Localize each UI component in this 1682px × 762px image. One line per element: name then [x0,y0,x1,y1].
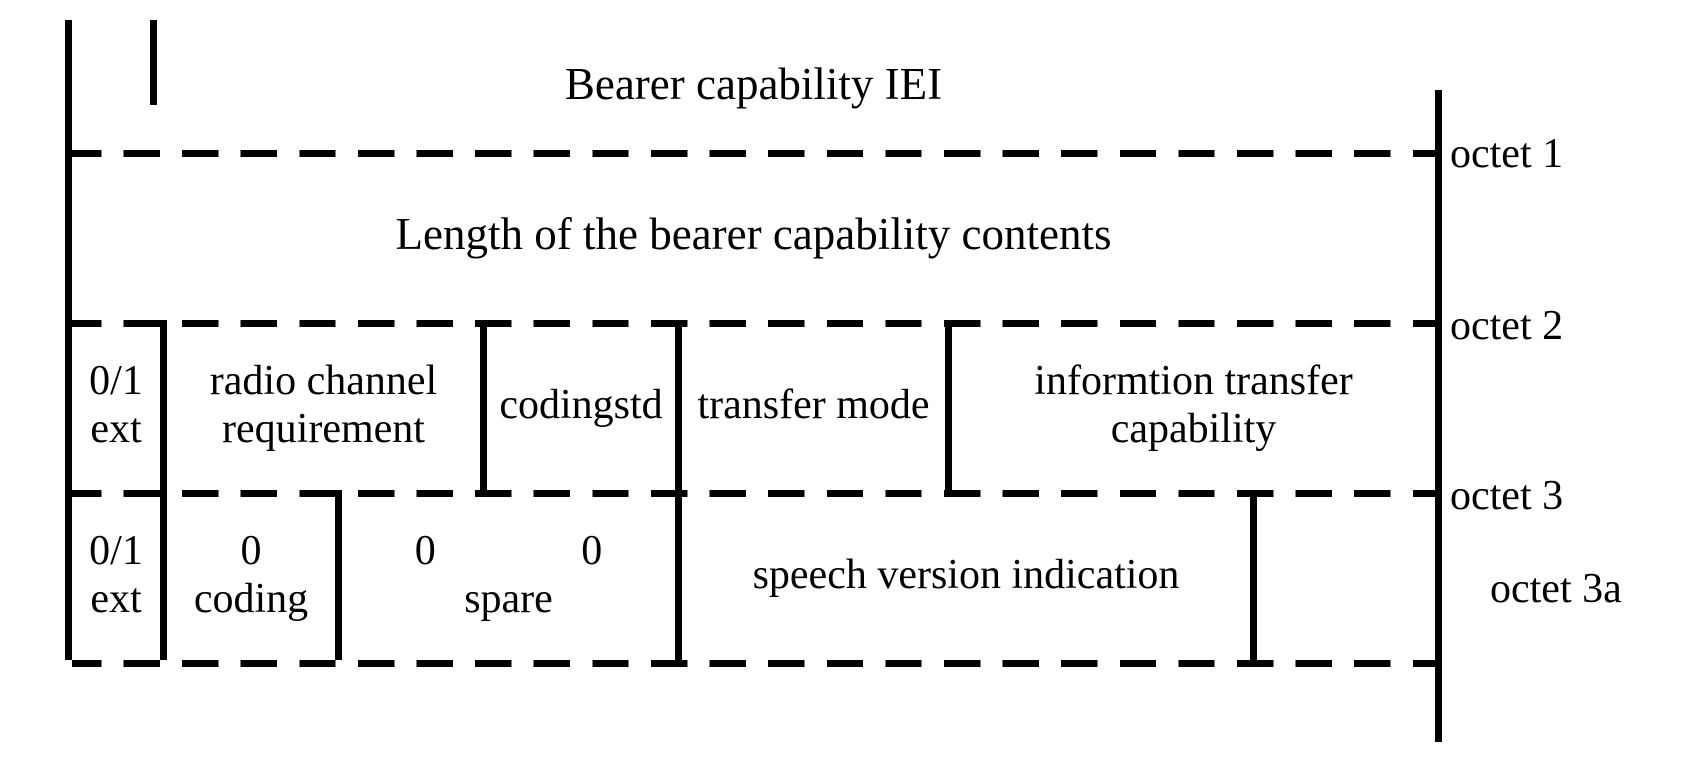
row4-c2-l2: coding [194,575,308,623]
label-octet-2: octet 2 [1450,302,1563,350]
row4-v4 [1250,490,1257,660]
row3-c1-l2: ext [90,405,141,453]
label-octet-2-text: octet 2 [1450,303,1563,349]
row4-v3 [675,490,682,660]
row4-v1 [160,490,167,660]
label-octet-1-text: octet 1 [1450,131,1563,177]
row4-c3-l2: spare [464,575,553,623]
row3-v3 [675,320,682,490]
row3-v1 [160,320,167,490]
label-octet-1: octet 1 [1450,130,1563,178]
row4-v2 [335,490,342,660]
row3-cell-info-transfer: informtion transfer capability [952,320,1435,490]
row2-text-span: Length of the bearer capability contents [396,209,1112,261]
row4-cell-speech: speech version indication [682,490,1250,660]
row3-c2: radio channel requirement [167,357,480,454]
row3-v4 [945,320,952,490]
row3-c4: transfer mode [697,381,929,429]
row4-c4: speech version indication [753,551,1180,599]
row4-c1-l1: 0/1 [89,527,143,575]
row3-c1-l1: 0/1 [89,357,143,405]
row4-cell-spare: 0 0 spare [342,490,675,660]
outer-right-line [1435,90,1442,742]
row4-c3-l1b: 0 [581,527,602,575]
bearer-capability-diagram: Bearer capability IEI Length of the bear… [20,20,1682,742]
row1-title-text: Bearer capability IEI [565,59,942,111]
dash-row4-bottom [72,660,1435,667]
row4-c3-l1a: 0 [415,527,436,575]
label-octet-3a-text: octet 3a [1490,566,1622,612]
row4-cell-empty [1257,490,1435,660]
row4-c2-l1: 0 [241,527,262,575]
row3-cell-transfer-mode: transfer mode [682,320,945,490]
row3-v2 [480,320,487,490]
row2-text: Length of the bearer capability contents [72,150,1435,320]
row4-c1-l2: ext [90,575,141,623]
label-octet-3a: octet 3a [1490,565,1622,613]
label-octet-3: octet 3 [1450,472,1563,520]
row3-c5: informtion transfer capability [962,357,1425,454]
row4-cell-ext: 0/1 ext [72,490,160,660]
row3-c3: codingstd [499,381,662,429]
row1-title: Bearer capability IEI [72,20,1435,150]
label-octet-3-text: octet 3 [1450,473,1563,519]
outer-left-line [65,20,72,660]
row4-cell-coding: 0 coding [167,490,335,660]
row3-cell-codingstd: codingstd [487,320,675,490]
row3-cell-radio: radio channel requirement [167,320,480,490]
row3-cell-ext: 0/1 ext [72,320,160,490]
